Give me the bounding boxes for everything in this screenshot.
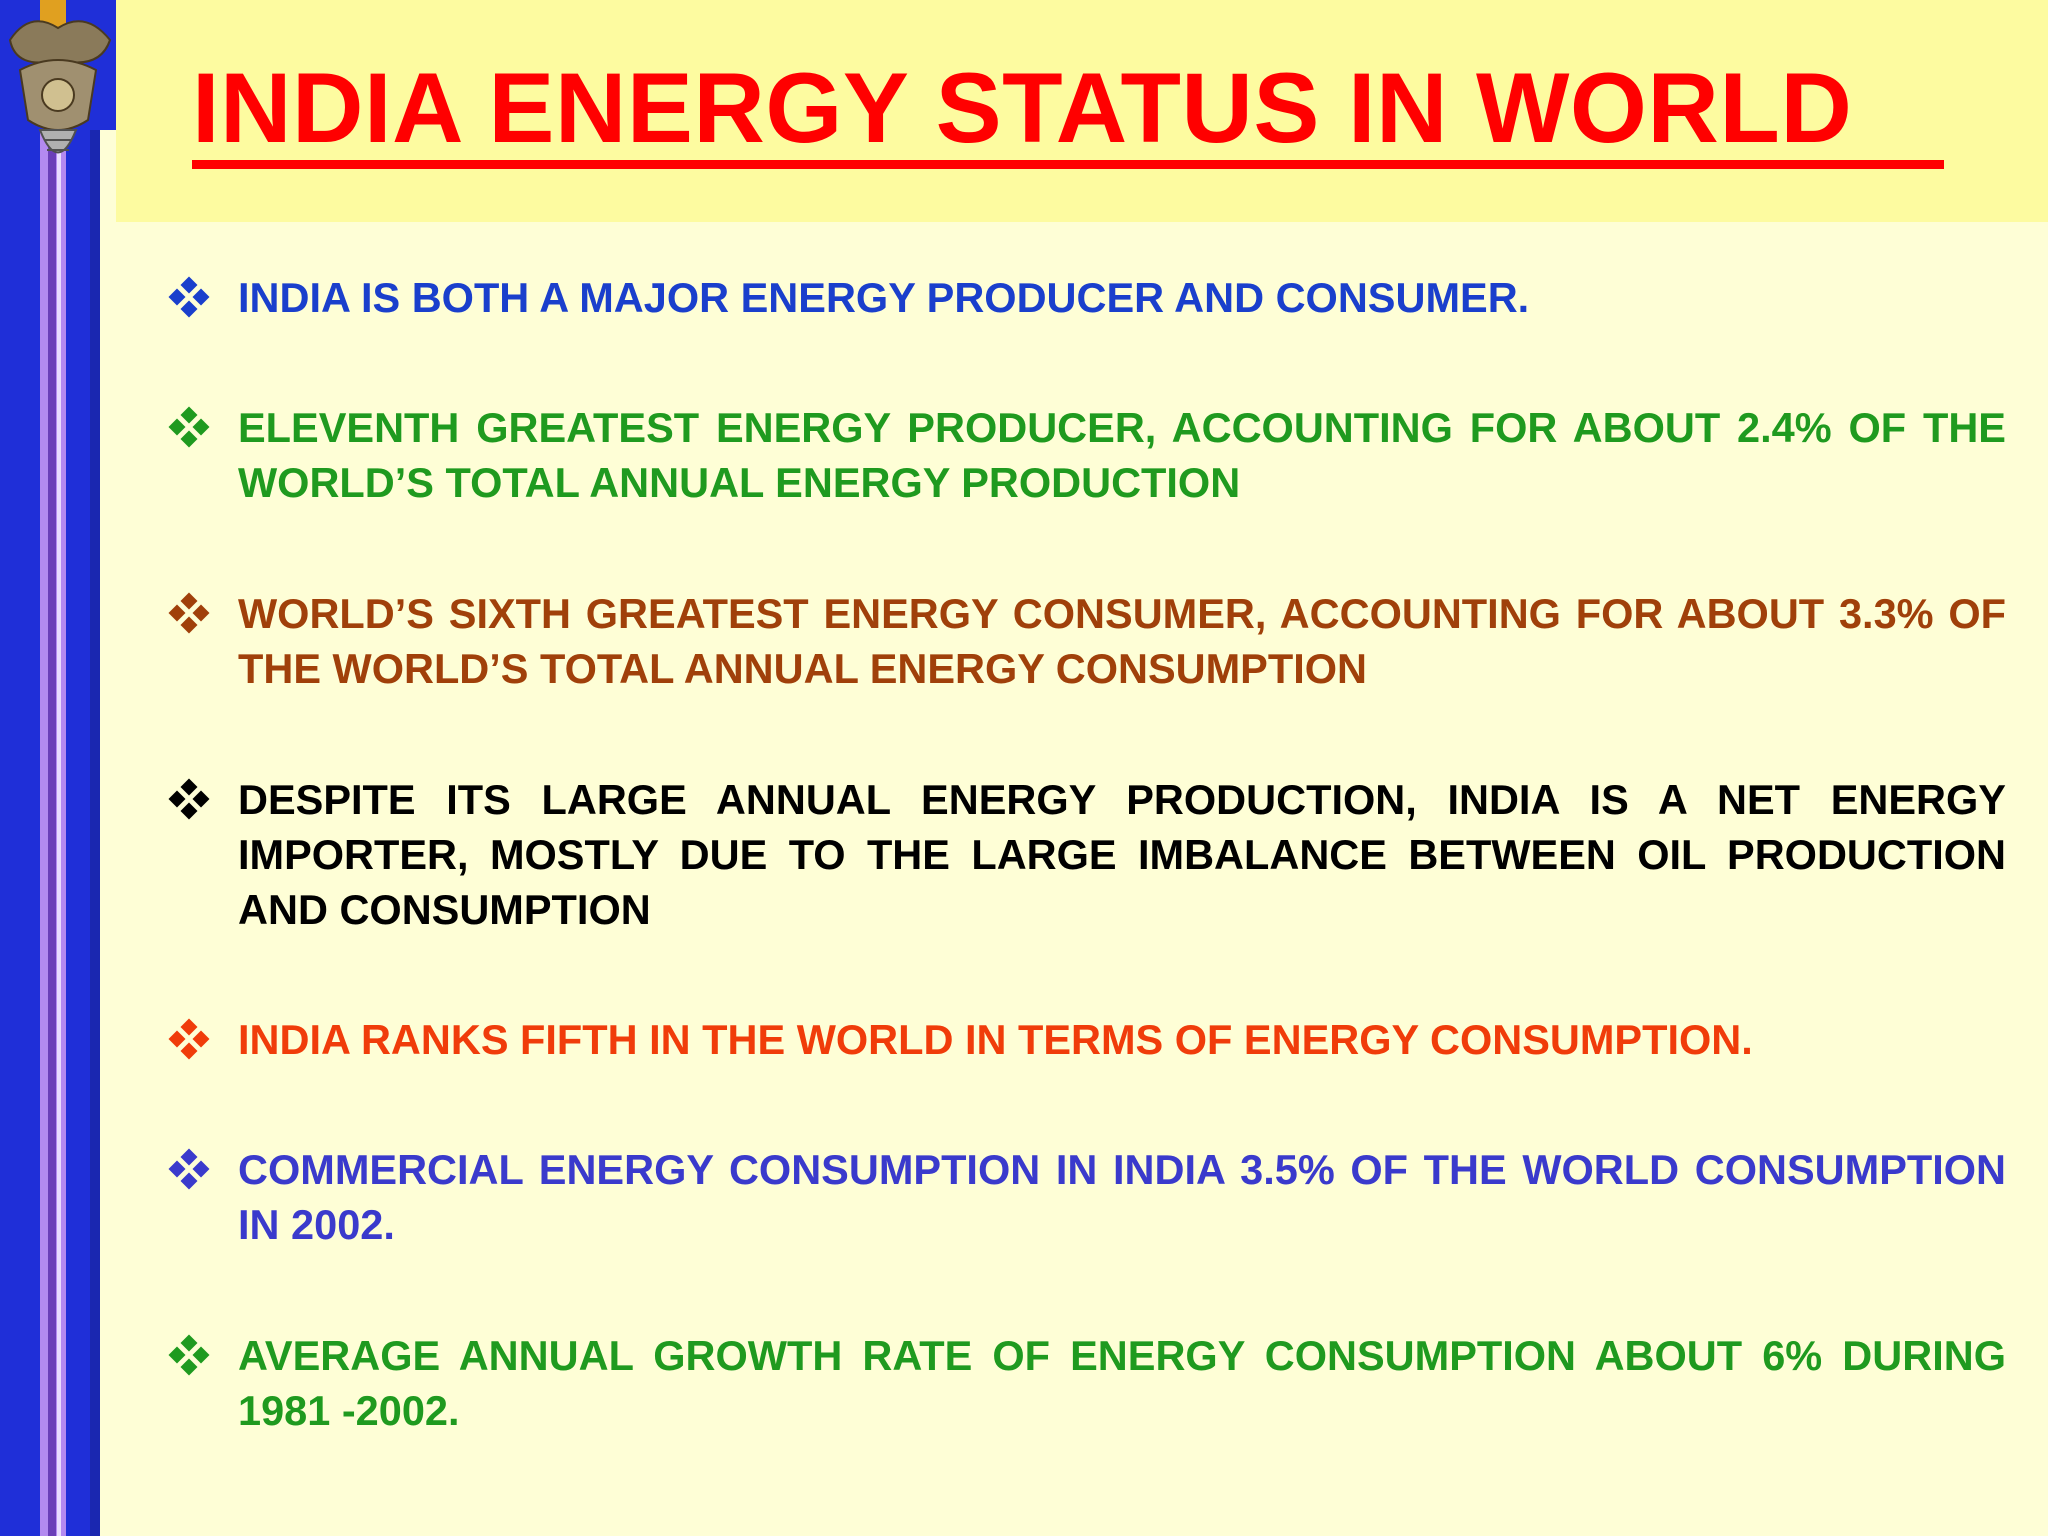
diamond-bullet-icon: [168, 406, 210, 448]
bullet-text: AVERAGE ANNUAL GROWTH RATE OF ENERGY CON…: [238, 1332, 2006, 1434]
diamond-bullet-icon: [168, 778, 210, 820]
diamond-bullet-icon: [168, 1148, 210, 1190]
slide-title: INDIA ENERGY STATUS IN WORLD: [192, 52, 1853, 163]
diamond-bullet-icon: [168, 276, 210, 318]
bullet-text: ELEVENTH GREATEST ENERGY PRODUCER, ACCOU…: [238, 404, 2006, 506]
bullet-text: INDIA IS BOTH A MAJOR ENERGY PRODUCER AN…: [238, 274, 1530, 321]
band-stripe-highlight: [57, 0, 61, 1536]
diamond-bullet-icon: [168, 592, 210, 634]
emblem-logo-icon: [0, 0, 118, 154]
bullet-text: COMMERCIAL ENERGY CONSUMPTION IN INDIA 3…: [238, 1146, 2006, 1248]
band-stripe-dark: [48, 0, 56, 1536]
bullet-text: INDIA RANKS FIFTH IN THE WORLD IN TERMS …: [238, 1016, 1753, 1063]
title-underline: [192, 160, 1944, 169]
band-edge: [90, 0, 100, 1536]
bullet-text: DESPITE ITS LARGE ANNUAL ENERGY PRODUCTI…: [238, 776, 2006, 933]
bullet-text: WORLD’S SIXTH GREATEST ENERGY CONSUMER, …: [238, 590, 2006, 692]
slide-header: INDIA ENERGY STATUS IN WORLD: [116, 0, 2048, 222]
diamond-bullet-icon: [168, 1018, 210, 1060]
diamond-bullet-icon: [168, 1334, 210, 1376]
left-decorative-band: [0, 0, 100, 1536]
